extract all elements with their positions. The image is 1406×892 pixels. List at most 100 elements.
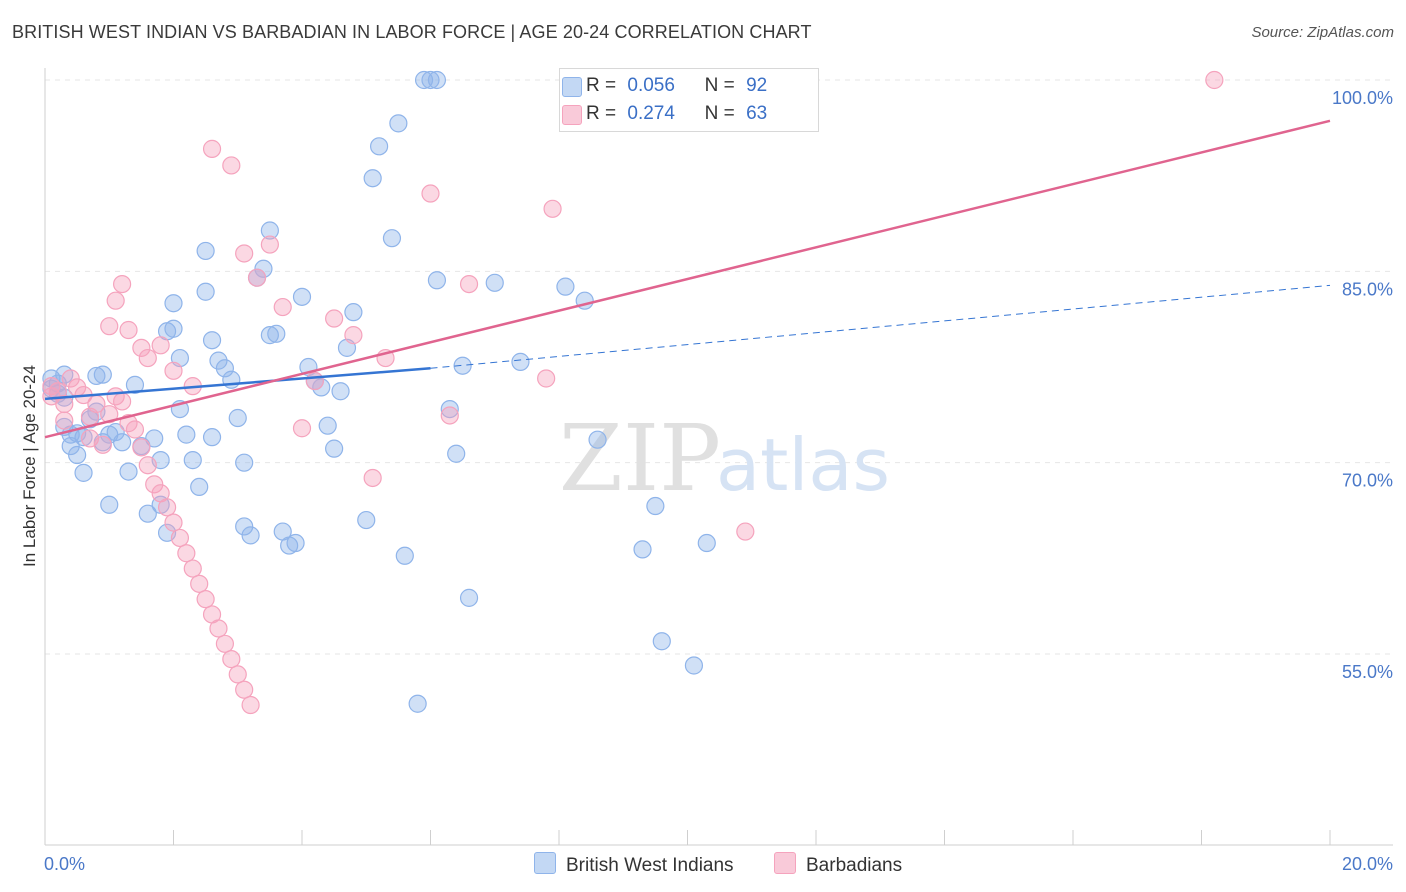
- point-barbadian: [235, 244, 254, 263]
- point-british-west-indian: [485, 273, 504, 292]
- point-british-west-indian: [421, 70, 440, 90]
- point-british-west-indian: [196, 282, 215, 301]
- watermark-zip: ZIP: [559, 405, 721, 512]
- trend-line-barbadians: [44, 119, 1331, 439]
- point-british-west-indian: [459, 588, 479, 607]
- x-tick-labels: 0.0% 20.0%: [44, 854, 1393, 874]
- point-barbadian: [125, 420, 145, 439]
- watermark-atlas: atlas: [716, 423, 890, 507]
- point-british-west-indian: [100, 495, 119, 514]
- point-barbadian: [164, 513, 183, 532]
- point-barbadian: [119, 320, 138, 340]
- point-british-west-indian: [382, 229, 402, 248]
- x-tick-label: 20.0%: [1342, 854, 1393, 874]
- point-barbadian: [228, 665, 247, 684]
- y-tick-labels: 55.0% 70.0% 85.0% 100.0%: [1332, 88, 1393, 682]
- point-barbadian: [344, 326, 363, 345]
- legend-n-value: 92: [746, 75, 768, 96]
- legend-swatch-pink: [562, 105, 582, 125]
- point-british-west-indian: [190, 477, 209, 497]
- point-british-west-indian: [357, 510, 376, 530]
- legend-r-value: 0.274: [627, 103, 675, 124]
- point-barbadian: [170, 528, 190, 548]
- point-british-west-indian: [215, 359, 234, 378]
- y-tick-label: 85.0%: [1342, 279, 1393, 299]
- point-british-west-indian: [145, 429, 164, 448]
- point-british-west-indian: [370, 137, 389, 156]
- point-british-west-indian: [138, 504, 157, 523]
- watermark: ZIP atlas: [559, 405, 890, 512]
- point-british-west-indian: [395, 546, 414, 565]
- point-barbadian: [145, 475, 164, 494]
- point-british-west-indian: [87, 366, 106, 386]
- point-british-west-indian: [164, 294, 183, 313]
- point-british-west-indian: [684, 656, 704, 675]
- point-barbadian: [138, 348, 157, 368]
- point-british-west-indian: [414, 70, 434, 90]
- bottom-legend-swatch-pink: [774, 852, 796, 874]
- point-barbadian: [241, 695, 260, 715]
- point-barbadian: [164, 361, 183, 380]
- point-british-west-indian: [511, 352, 530, 371]
- point-barbadian: [183, 559, 202, 578]
- legend-row-british-west-indians: R = 0.056 N = 92: [562, 75, 768, 99]
- point-british-west-indian: [331, 382, 350, 401]
- point-barbadian: [106, 291, 125, 310]
- point-barbadian: [305, 371, 324, 391]
- stats-legend: R = 0.056 N = 92 R = 0.274 N = 63: [559, 68, 819, 132]
- point-british-west-indian: [389, 114, 408, 133]
- point-barbadian: [736, 522, 755, 541]
- point-barbadian: [325, 309, 344, 328]
- point-british-west-indian: [427, 271, 447, 290]
- point-barbadian: [93, 435, 112, 454]
- point-british-west-indian: [556, 277, 575, 296]
- point-barbadian: [247, 268, 267, 287]
- point-british-west-indian: [363, 169, 382, 188]
- point-british-west-indian: [453, 356, 472, 375]
- y-tick-label: 100.0%: [1332, 88, 1393, 108]
- point-barbadian: [190, 574, 209, 593]
- bottom-legend-swatch-blue: [534, 852, 556, 874]
- point-british-west-indian: [344, 303, 363, 322]
- point-barbadian: [132, 438, 151, 457]
- legend-row-barbadians: R = 0.274 N = 63: [562, 103, 768, 127]
- point-british-west-indian: [646, 496, 665, 516]
- point-barbadian: [100, 405, 119, 424]
- axes: [44, 68, 1393, 846]
- point-british-west-indian: [318, 416, 337, 435]
- trend-lines: [44, 119, 1331, 439]
- point-british-west-indian: [196, 241, 215, 261]
- point-british-west-indian: [427, 70, 447, 90]
- y-tick-label: 55.0%: [1342, 662, 1393, 682]
- point-british-west-indian: [177, 425, 196, 444]
- scatter-points: [42, 70, 1224, 715]
- legend-n-value: 63: [746, 103, 768, 124]
- point-british-west-indian: [235, 453, 254, 472]
- point-british-west-indian: [164, 319, 183, 338]
- point-barbadian: [61, 369, 80, 388]
- point-barbadian: [292, 419, 312, 438]
- point-british-west-indian: [588, 430, 607, 449]
- point-barbadian: [260, 235, 279, 254]
- point-british-west-indian: [408, 694, 427, 713]
- point-british-west-indian: [325, 439, 344, 458]
- point-british-west-indian: [125, 375, 145, 394]
- point-british-west-indian: [633, 540, 652, 559]
- point-barbadian: [235, 680, 254, 699]
- x-tick-label: 0.0%: [44, 854, 85, 874]
- point-british-west-indian: [292, 287, 312, 306]
- point-barbadian: [132, 338, 151, 357]
- point-british-west-indian: [228, 408, 247, 428]
- point-barbadian: [421, 184, 440, 203]
- point-british-west-indian: [119, 462, 138, 481]
- legend-r-label: R =: [586, 75, 617, 96]
- point-barbadian: [459, 274, 479, 294]
- point-barbadian: [55, 411, 74, 430]
- point-barbadian: [543, 199, 562, 218]
- bottom-legend-british-west-indians[interactable]: British West Indians: [534, 852, 734, 877]
- legend-r-label: R =: [586, 103, 617, 124]
- point-barbadian: [222, 650, 241, 669]
- bottom-legend-barbadians[interactable]: Barbadians: [774, 852, 902, 877]
- point-barbadian: [1205, 70, 1224, 90]
